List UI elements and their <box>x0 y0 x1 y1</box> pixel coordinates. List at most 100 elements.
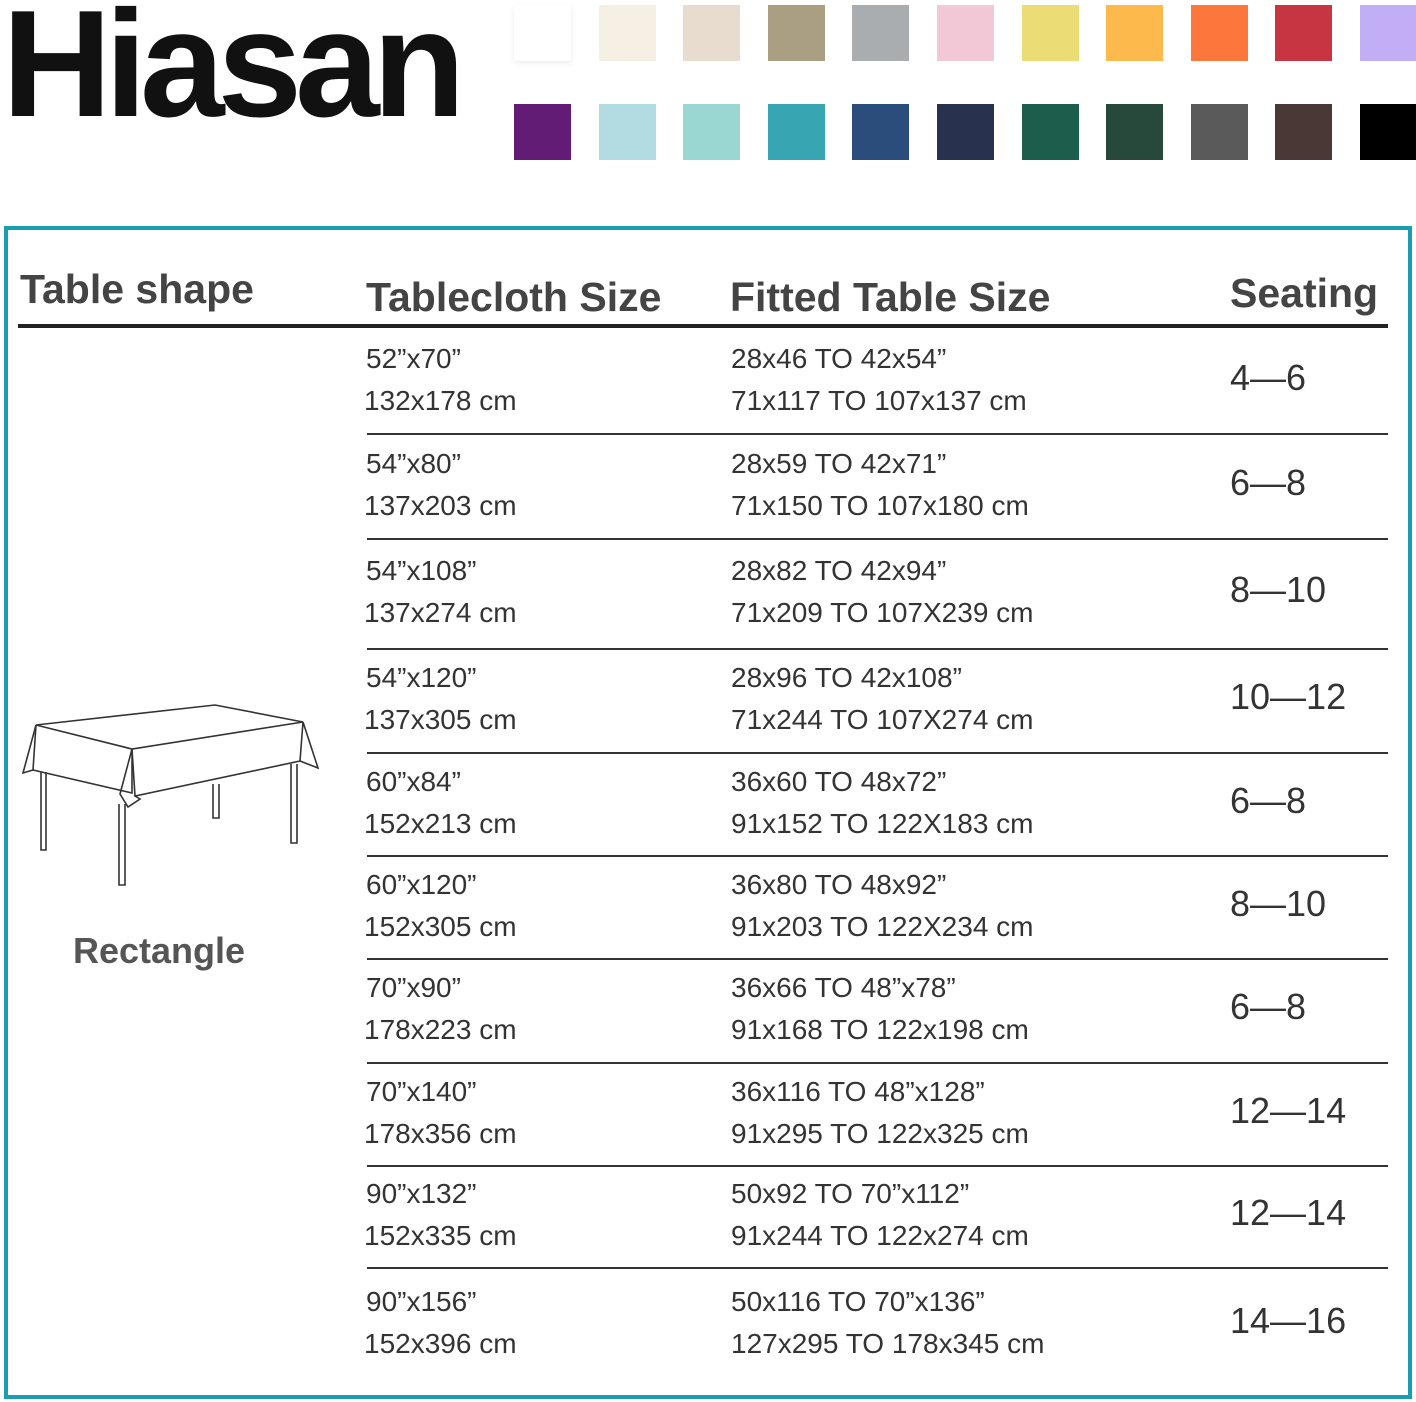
tablecloth-size-cm: 137x274 cm <box>364 597 517 628</box>
tablecloth-size-inches: 54”x120” <box>366 662 477 693</box>
color-swatch <box>1360 5 1416 61</box>
row-divider <box>367 538 1388 540</box>
fitted-size-cm: 71x117 TO 107x137 cm <box>731 384 1027 416</box>
fitted-size-cm: 71x150 TO 107x180 cm <box>731 489 1029 521</box>
tablecloth-size-inches: 54”x108” <box>366 555 477 586</box>
color-swatch <box>1275 104 1333 160</box>
fitted-size-cm: 91x295 TO 122x325 cm <box>731 1117 1029 1149</box>
color-swatch <box>514 5 571 61</box>
tablecloth-size-cm: 152x396 cm <box>364 1327 517 1359</box>
color-swatch <box>598 5 656 61</box>
fitted-size-cm: 127x295 TO 178x345 cm <box>731 1327 1045 1359</box>
color-swatch <box>1190 104 1248 160</box>
seating-range: 14—16 <box>1230 1299 1347 1341</box>
color-swatch <box>1021 5 1079 61</box>
tablecloth-size-cm: 132x178 cm <box>364 384 517 416</box>
size-chart-frame <box>4 226 1412 1399</box>
fitted-size-cm: 91x152 TO 122X183 cm <box>731 807 1034 839</box>
fitted-size-cm: 71x209 TO 107X239 cm <box>731 597 1034 628</box>
tablecloth-size-cm: 152x305 cm <box>364 910 517 942</box>
tablecloth-size-inches: 70”x90” <box>366 972 461 1003</box>
fitted-size-inches: 28x96 TO 42x108” <box>731 662 962 693</box>
color-swatch <box>514 104 571 160</box>
fitted-size-cm: 91x203 TO 122X234 cm <box>731 910 1034 942</box>
header-seating: Seating <box>1230 270 1379 316</box>
color-swatch <box>937 104 994 160</box>
header-fitted-table-size: Fitted Table Size <box>730 274 1051 320</box>
row-divider <box>367 433 1388 435</box>
tablecloth-size-inches: 54”x80” <box>366 447 461 479</box>
table-row: 60”x120” 152x305 cm 36x80 TO 48x92” 91x203 … <box>362 857 1388 960</box>
table-row: 60”x84” 152x213 cm 36x60 TO 48x72” 91x152 T… <box>362 754 1388 857</box>
header-divider <box>18 324 1388 328</box>
fitted-size-cm: 91x244 TO 122x274 cm <box>731 1220 1029 1251</box>
row-divider <box>367 1267 1388 1269</box>
color-swatch <box>1106 104 1164 160</box>
rectangle-table-icon <box>21 704 320 886</box>
tablecloth-size-cm: 152x213 cm <box>364 807 517 839</box>
color-swatch <box>1106 5 1164 61</box>
color-swatch <box>1360 104 1416 160</box>
fitted-size-cm: 71x244 TO 107X274 cm <box>731 704 1034 735</box>
tablecloth-size-inches: 70”x140” <box>366 1075 477 1107</box>
tablecloth-size-cm: 152x335 cm <box>364 1220 517 1251</box>
seating-range: 10—12 <box>1230 676 1347 717</box>
fitted-size-inches: 36x66 TO 48”x78” <box>731 972 956 1003</box>
color-swatch <box>852 5 910 61</box>
seating-range: 8—10 <box>1230 882 1327 924</box>
color-swatch <box>683 104 741 160</box>
tablecloth-size-inches: 90”x132” <box>366 1178 477 1209</box>
seating-range: 12—14 <box>1230 1192 1347 1233</box>
fitted-size-inches: 28x82 TO 42x94” <box>731 555 947 586</box>
fitted-size-inches: 36x80 TO 48x92” <box>731 868 947 900</box>
tablecloth-size-cm: 137x203 cm <box>364 489 517 521</box>
header-table-shape: Table shape <box>20 266 254 312</box>
tablecloth-size-cm: 137x305 cm <box>364 704 517 735</box>
color-swatch <box>1190 5 1248 61</box>
table-row: 54”x108” 137x274 cm 28x82 TO 42x94” 71x209 … <box>362 540 1388 650</box>
header-tablecloth-size: Tablecloth Size <box>366 274 662 320</box>
tablecloth-size-inches: 60”x120” <box>366 868 477 900</box>
fitted-size-inches: 50x92 TO 70”x112” <box>731 1178 970 1209</box>
seating-range: 6—8 <box>1230 779 1307 821</box>
color-swatch <box>767 104 825 160</box>
table-row: 70”x90” 178x223 cm 36x66 TO 48”x78” 91x168 … <box>362 960 1388 1064</box>
seating-range: 6—8 <box>1230 461 1307 503</box>
fitted-size-inches: 36x60 TO 48x72” <box>731 765 947 797</box>
tablecloth-size-cm: 178x356 cm <box>364 1117 517 1149</box>
color-swatch <box>852 104 910 160</box>
row-divider <box>367 855 1388 857</box>
color-swatch <box>598 104 656 160</box>
table-row: 90”x132” 152x335 cm 50x92 TO 70”x112” 91x24… <box>362 1167 1388 1269</box>
fitted-size-inches: 28x46 TO 42x54” <box>731 342 947 374</box>
color-swatch <box>767 5 825 61</box>
color-swatch <box>1021 104 1079 160</box>
fitted-size-inches: 28x59 TO 42x71” <box>731 447 947 479</box>
table-row: 70”x140” 178x356 cm 36x116 TO 48”x128” 91x2… <box>362 1064 1388 1167</box>
seating-range: 12—14 <box>1230 1089 1347 1131</box>
table-row: 52”x70” 132x178 cm 28x46 TO 42x54” 71x117 T… <box>362 330 1388 435</box>
fitted-size-inches: 50x116 TO 70”x136” <box>731 1285 985 1317</box>
tablecloth-size-inches: 90”x156” <box>366 1285 477 1317</box>
row-divider <box>367 958 1388 960</box>
table-row: 54”x80” 137x203 cm 28x59 TO 42x71” 71x150 T… <box>362 435 1388 540</box>
row-divider <box>367 648 1388 650</box>
seating-range: 8—10 <box>1230 569 1327 610</box>
color-swatch <box>683 5 741 61</box>
row-divider <box>367 1062 1388 1064</box>
tablecloth-size-inches: 52”x70” <box>366 342 461 374</box>
shape-label: Rectangle <box>73 930 246 971</box>
color-swatch <box>1275 5 1333 61</box>
seating-range: 6—8 <box>1230 986 1307 1027</box>
fitted-size-cm: 91x168 TO 122x198 cm <box>731 1014 1029 1045</box>
table-row: 54”x120” 137x305 cm 28x96 TO 42x108” 71x244… <box>362 650 1388 754</box>
tablecloth-size-cm: 178x223 cm <box>364 1014 517 1045</box>
row-divider <box>367 1165 1388 1167</box>
fitted-size-inches: 36x116 TO 48”x128” <box>731 1075 985 1107</box>
brand-logo: Hiasan <box>2 0 465 149</box>
tablecloth-size-inches: 60”x84” <box>366 765 461 797</box>
seating-range: 4—6 <box>1230 356 1307 398</box>
table-row: 90”x156” 152x396 cm 50x116 TO 70”x136” 127x… <box>362 1269 1388 1382</box>
color-swatch <box>937 5 994 61</box>
row-divider <box>367 752 1388 754</box>
